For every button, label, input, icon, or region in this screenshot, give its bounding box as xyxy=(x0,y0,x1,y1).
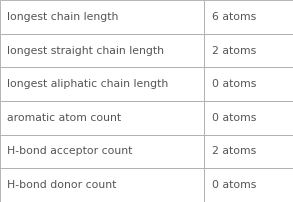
Bar xyxy=(204,0,293,34)
Text: 0 atoms: 0 atoms xyxy=(212,113,257,123)
Text: H-bond acceptor count: H-bond acceptor count xyxy=(7,146,133,157)
Text: longest aliphatic chain length: longest aliphatic chain length xyxy=(7,79,168,89)
Bar xyxy=(204,168,293,202)
Text: longest straight chain length: longest straight chain length xyxy=(7,45,164,56)
Bar xyxy=(204,135,293,168)
Bar xyxy=(204,101,293,135)
Bar xyxy=(0,135,204,168)
Bar xyxy=(0,168,204,202)
Bar xyxy=(0,67,204,101)
Bar xyxy=(204,34,293,67)
Text: 2 atoms: 2 atoms xyxy=(212,146,257,157)
Text: H-bond donor count: H-bond donor count xyxy=(7,180,117,190)
Bar xyxy=(0,34,204,67)
Bar xyxy=(204,67,293,101)
Text: longest chain length: longest chain length xyxy=(7,12,119,22)
Text: 2 atoms: 2 atoms xyxy=(212,45,257,56)
Text: aromatic atom count: aromatic atom count xyxy=(7,113,122,123)
Text: 6 atoms: 6 atoms xyxy=(212,12,257,22)
Bar xyxy=(0,101,204,135)
Bar xyxy=(0,0,204,34)
Text: 0 atoms: 0 atoms xyxy=(212,79,257,89)
Text: 0 atoms: 0 atoms xyxy=(212,180,257,190)
